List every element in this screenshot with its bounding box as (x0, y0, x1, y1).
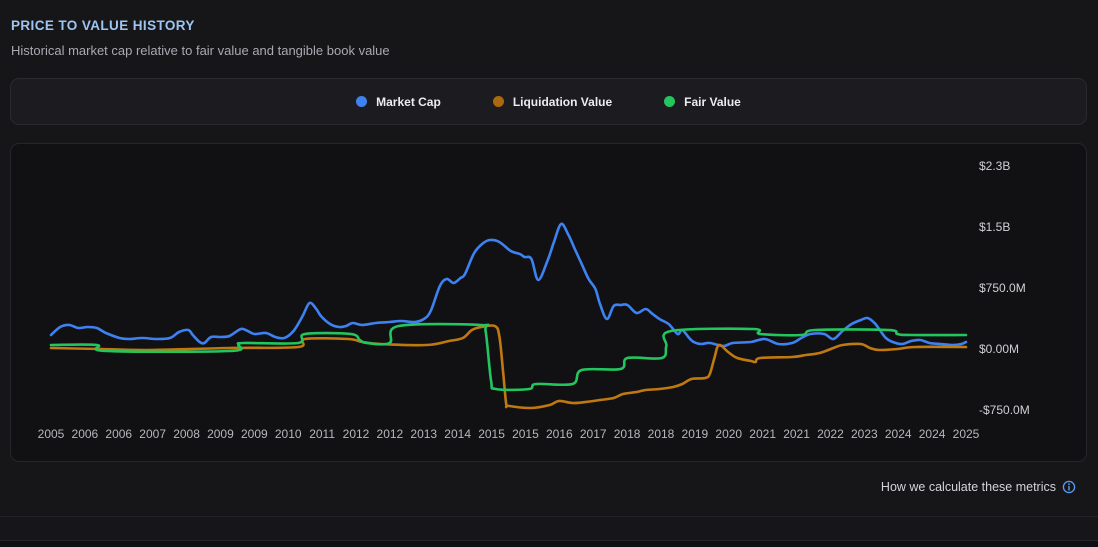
x-axis-tick-label: 2006 (105, 427, 133, 441)
legend-item-market-cap[interactable]: Market Cap (356, 95, 441, 109)
next-section-edge (0, 540, 1098, 547)
y-axis-tick-label: $0.00M (979, 342, 1020, 356)
x-axis-tick-label: 2022 (817, 427, 844, 441)
x-axis-tick-label: 2012 (376, 427, 404, 441)
y-axis-tick-label: $750.0M (979, 281, 1026, 295)
series-color-dot-icon (664, 96, 676, 107)
how-we-calculate-link[interactable]: How we calculate these metrics (881, 480, 1076, 494)
page-subtitle: Historical market cap relative to fair v… (11, 43, 390, 58)
page-title: PRICE TO VALUE HISTORY (11, 18, 195, 33)
how-we-calculate-label: How we calculate these metrics (880, 480, 1056, 494)
x-axis-tick-label: 2014 (444, 427, 472, 441)
x-axis-tick-label: 2009 (240, 427, 268, 441)
series-color-dot-icon (492, 96, 504, 107)
info-icon[interactable] (1062, 480, 1076, 494)
legend-item-fair-value[interactable]: Fair Value (664, 95, 741, 109)
x-axis-tick-label: 2016 (545, 427, 573, 441)
x-axis-tick-label: 2025 (952, 427, 980, 441)
x-axis-tick-label: 2010 (274, 427, 302, 441)
x-axis-tick-label: 2018 (613, 427, 641, 441)
x-axis-tick-label: 2013 (410, 427, 438, 441)
y-axis-tick-label: -$750.0M (979, 403, 1030, 417)
chart-panel: $2.3B $1.5B $750.0M $0.00M -$750.0M 2005 2006… (10, 143, 1087, 462)
chart-plot[interactable] (11, 144, 1087, 462)
legend-item-label: Liquidation Value (512, 94, 613, 109)
x-axis-tick-label: 2024 (918, 427, 946, 441)
x-axis-tick-label: 2017 (579, 427, 607, 441)
x-axis-tick-label: 2006 (71, 427, 99, 441)
x-axis-tick-label: 2011 (309, 427, 336, 441)
x-axis-tick-label: 2021 (749, 427, 777, 441)
x-axis-tick-label: 2023 (850, 427, 878, 441)
x-axis-tick-label: 2015 (478, 427, 505, 441)
legend-item-label: Fair Value (684, 94, 741, 109)
x-axis-tick-label: 2008 (173, 427, 200, 441)
x-axis-tick-label: 2021 (783, 427, 810, 441)
x-axis-tick-label: 2005 (37, 427, 65, 441)
legend-bar: Market Cap Liquidation Value Fair Value (10, 78, 1087, 125)
x-axis-tick-label: 2019 (681, 427, 709, 441)
series-color-dot-icon (356, 96, 368, 107)
x-axis-tick-label: 2020 (715, 427, 743, 441)
legend-row: Market Cap Liquidation Value Fair Value (356, 95, 741, 109)
y-axis-tick-label: $2.3B (979, 159, 1011, 173)
x-axis-tick-label: 2018 (647, 427, 675, 441)
series-line-liquidation-value (49, 324, 968, 410)
legend-item-liquidation-value[interactable]: Liquidation Value (492, 94, 613, 109)
legend-item-label: Market Cap (376, 94, 441, 109)
x-axis-tick-label: 2015 (512, 427, 539, 441)
x-axis-tick-label: 2012 (342, 427, 370, 441)
y-axis-tick-label: $1.5B (979, 220, 1011, 234)
series-line-market-cap (49, 222, 968, 348)
x-axis-tick-label: 2009 (207, 427, 234, 441)
section-divider (0, 516, 1098, 517)
x-axis-tick-label: 2024 (884, 427, 912, 441)
series-line-fair-value (49, 322, 968, 392)
x-axis-tick-label: 2007 (139, 427, 167, 441)
